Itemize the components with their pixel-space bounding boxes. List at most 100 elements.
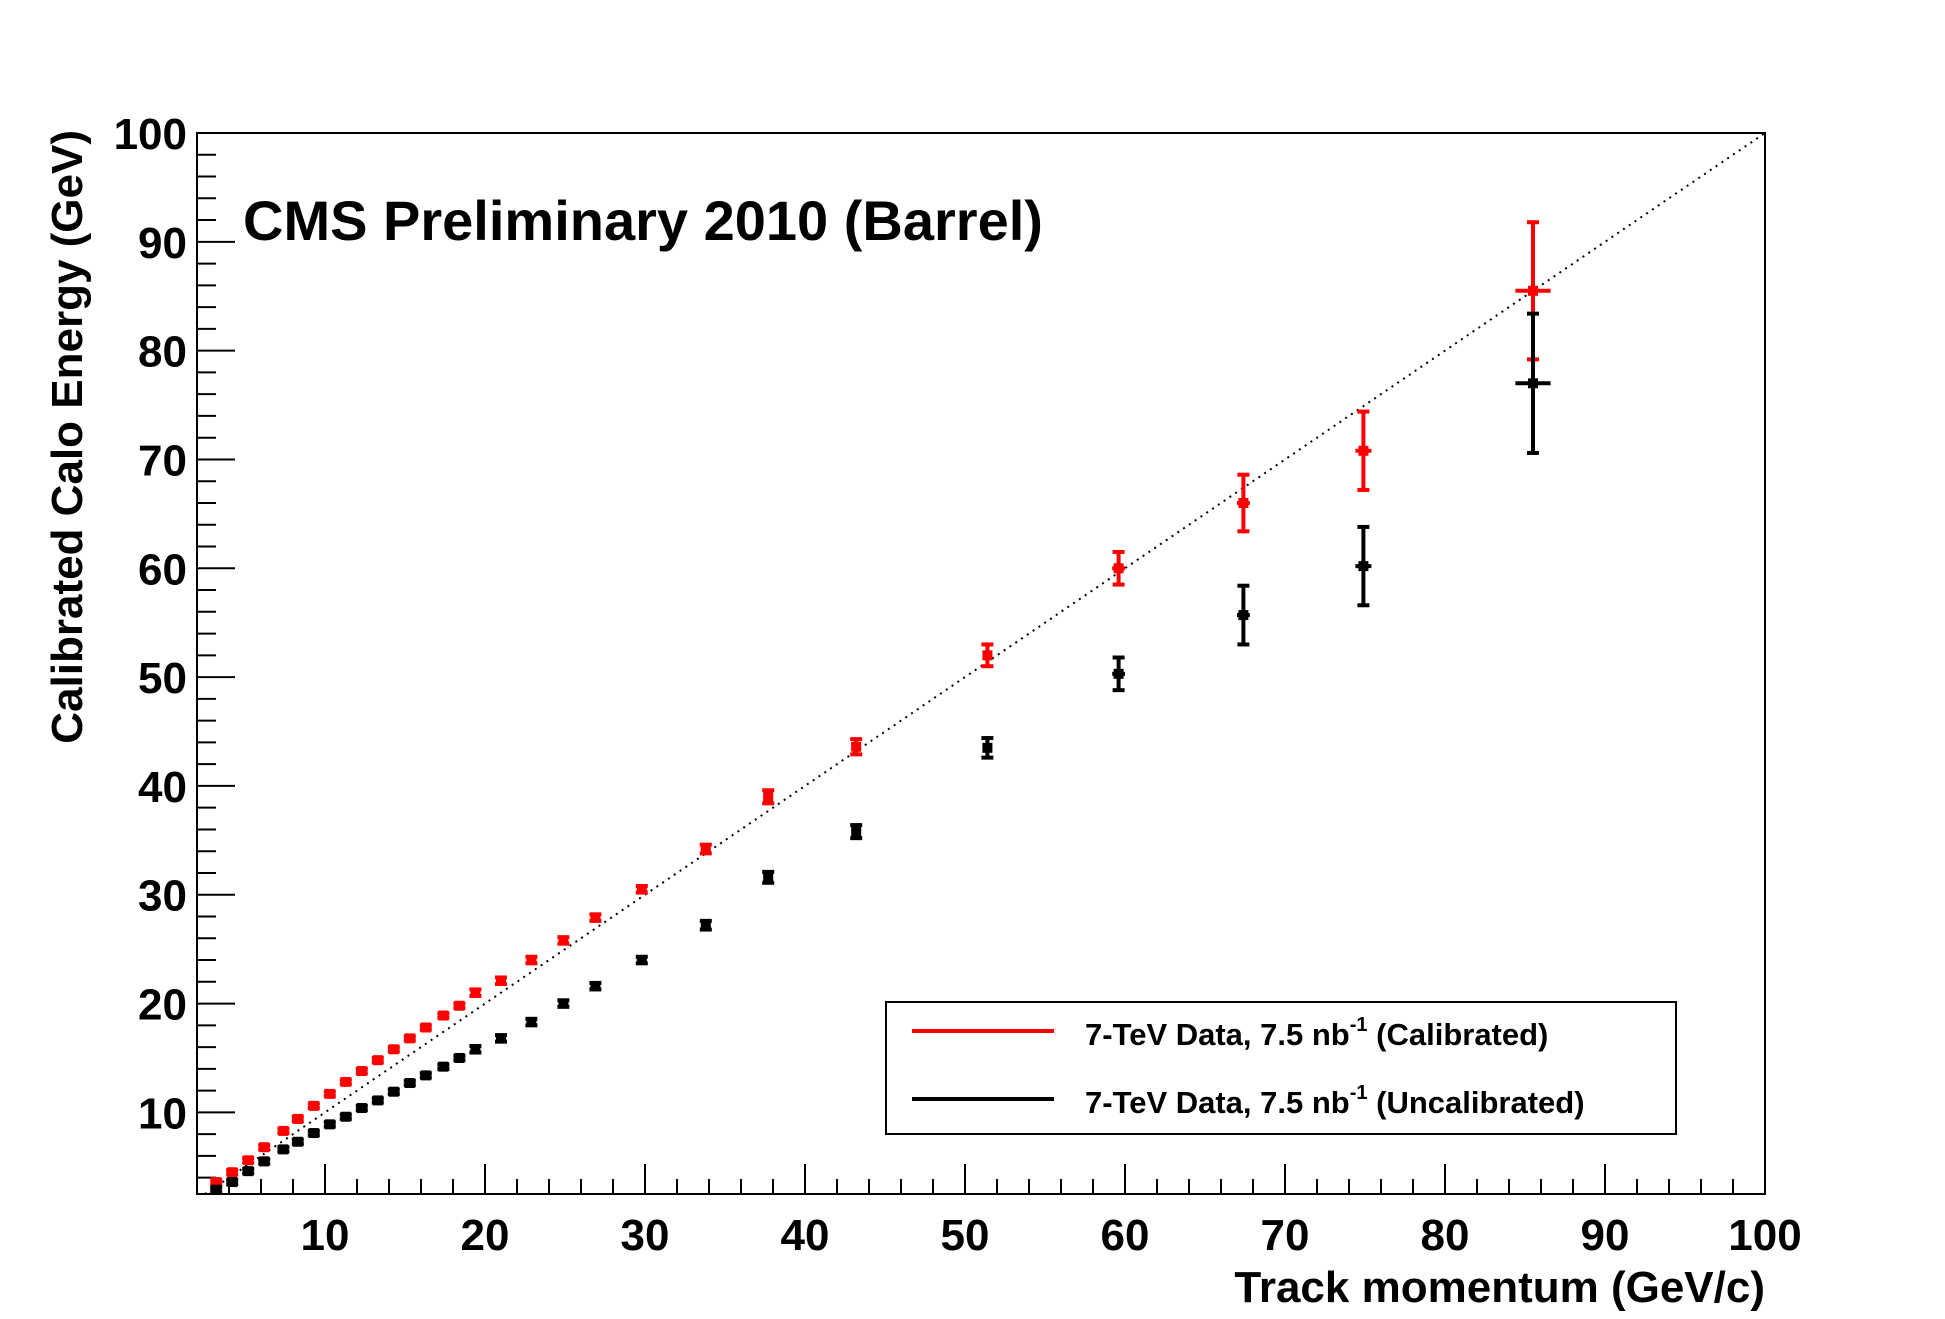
data-point-calibrated (557, 935, 570, 946)
data-point-calibrated (699, 842, 712, 856)
data-point-uncalibrated (525, 1016, 538, 1028)
x-tick-label: 30 (621, 1211, 670, 1260)
data-point-uncalibrated (242, 1166, 255, 1177)
data-point-calibrated (1237, 472, 1250, 534)
marker (388, 1044, 399, 1055)
legend-label-calibrated-sup: -1 (1350, 1014, 1368, 1036)
marker (243, 1155, 254, 1166)
marker (700, 920, 711, 931)
marker (1113, 668, 1124, 679)
legend-label-calibrated-main: 7-TeV Data, 7.5 nb (1085, 1017, 1350, 1052)
marker (372, 1095, 383, 1106)
marker (851, 826, 862, 837)
y-tick-label: 10 (138, 1089, 187, 1138)
marker (636, 955, 647, 966)
data-point-uncalibrated (437, 1061, 450, 1072)
data-point-uncalibrated (1355, 524, 1372, 608)
marker (324, 1119, 335, 1130)
data-point-calibrated (277, 1125, 290, 1136)
data-point-uncalibrated (495, 1033, 507, 1044)
data-point-calibrated (242, 1155, 255, 1166)
data-point-calibrated (589, 912, 602, 923)
marker (558, 935, 569, 946)
marker (496, 1033, 506, 1044)
data-layer (210, 220, 1551, 1195)
marker (340, 1076, 351, 1087)
data-point-uncalibrated (589, 980, 602, 992)
x-tick-label: 20 (461, 1211, 510, 1260)
marker (438, 1061, 449, 1072)
marker (454, 1000, 465, 1011)
x-tick-label: 100 (1728, 1211, 1801, 1260)
data-point-calibrated (323, 1088, 336, 1099)
marker (1113, 563, 1124, 574)
marker (278, 1125, 289, 1136)
data-point-uncalibrated (850, 823, 863, 841)
marker (259, 1142, 270, 1153)
marker (763, 791, 774, 802)
axes: 10 20 30 40 50 60 70 80 90 100 10 20 30 40 50 60 70 80 90 1… (114, 110, 1802, 1260)
legend-box (885, 1001, 1677, 1135)
marker (590, 981, 601, 992)
marker (420, 1070, 431, 1081)
marker (243, 1166, 254, 1177)
data-point-calibrated (371, 1055, 384, 1066)
x-tick-label: 90 (1581, 1211, 1630, 1260)
x-tick-label: 10 (301, 1211, 350, 1260)
marker (851, 741, 862, 752)
marker (308, 1100, 319, 1111)
marker (227, 1177, 238, 1188)
marker (1238, 610, 1249, 621)
marker (308, 1128, 319, 1139)
data-point-calibrated (226, 1167, 239, 1178)
data-point-calibrated (210, 1177, 223, 1188)
data-point-uncalibrated (307, 1128, 320, 1139)
legend-label-uncalibrated-sup: -1 (1350, 1082, 1368, 1104)
data-point-uncalibrated (557, 998, 570, 1009)
marker (526, 1017, 537, 1028)
marker (292, 1113, 303, 1124)
marker (211, 1184, 222, 1195)
marker (404, 1078, 415, 1089)
data-point-uncalibrated (419, 1070, 432, 1081)
data-point-calibrated (495, 975, 507, 986)
data-point-calibrated (1112, 549, 1125, 587)
marker (590, 912, 601, 923)
y-axis-title: Calibrated Calo Energy (GeV) (43, 130, 92, 744)
data-point-calibrated (258, 1142, 271, 1153)
plot-title: CMS Preliminary 2010 (Barrel) (243, 189, 1043, 252)
y-tick-label: 100 (114, 110, 187, 159)
legend: 7-TeV Data, 7.5 nb-1 (Calibrated) 7-TeV … (885, 1001, 1677, 1135)
marker (1358, 445, 1369, 456)
y-tick-label: 30 (138, 872, 187, 921)
x-tick-label: 70 (1261, 1211, 1310, 1260)
data-point-uncalibrated (1237, 583, 1250, 647)
data-point-calibrated (291, 1113, 304, 1124)
x-tick-label: 80 (1421, 1211, 1470, 1260)
marker (404, 1033, 415, 1044)
y-tick-label: 20 (138, 981, 187, 1030)
marker (324, 1088, 335, 1099)
x-tick-label: 50 (941, 1211, 990, 1260)
marker (982, 742, 993, 753)
marker (227, 1167, 238, 1178)
data-point-uncalibrated (387, 1086, 400, 1097)
y-tick-label: 60 (138, 545, 187, 594)
marker (558, 998, 569, 1009)
marker (356, 1103, 367, 1114)
legend-label-calibrated-suffix: (Calibrated) (1368, 1017, 1549, 1052)
x-axis-title: Track momentum (GeV/c) (1234, 1263, 1765, 1312)
plot-frame (196, 132, 1766, 1195)
data-point-calibrated (453, 1000, 466, 1011)
marker (259, 1156, 270, 1167)
data-point-calibrated (762, 788, 775, 806)
data-point-uncalibrated (226, 1177, 239, 1188)
data-point-uncalibrated (210, 1184, 223, 1195)
marker (1238, 497, 1249, 508)
marker (388, 1086, 399, 1097)
marker (496, 975, 506, 986)
y-tick-label: 50 (138, 654, 187, 703)
marker (526, 955, 537, 966)
legend-label-uncalibrated: 7-TeV Data, 7.5 nb-1 (Uncalibrated) (1085, 1082, 1585, 1120)
